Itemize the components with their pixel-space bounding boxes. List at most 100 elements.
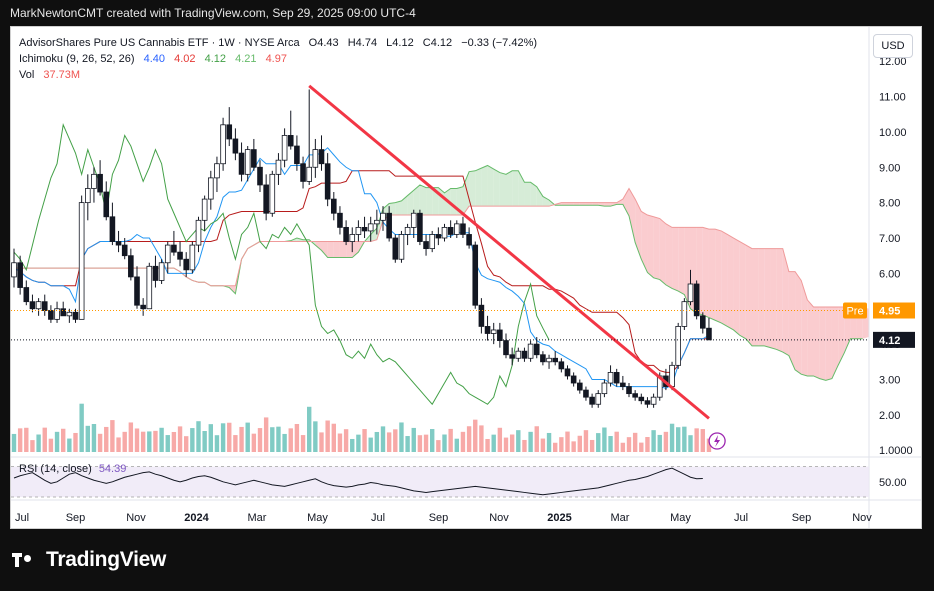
volume-bar — [140, 431, 146, 452]
candle-body — [700, 315, 706, 329]
volume-bar — [479, 425, 484, 452]
ichimoku-cloud-segment — [512, 170, 519, 207]
volume-bar — [386, 432, 392, 452]
volume-bar — [491, 434, 496, 452]
volume-bar — [620, 442, 626, 452]
candle-body — [386, 212, 392, 239]
candle-body — [78, 202, 85, 320]
ichimoku-cloud-segment — [315, 241, 322, 251]
volume-bar — [245, 422, 250, 452]
candle-body — [355, 226, 362, 235]
price-chart[interactable]: 12.0011.0010.009.008.007.006.005.004.003… — [11, 27, 922, 529]
ichimoku-cloud-segment — [530, 182, 537, 207]
ichimoku-cloud-segment — [819, 306, 826, 381]
candle-body — [164, 244, 171, 264]
volume-bar — [682, 426, 687, 452]
volume-bar — [337, 433, 343, 452]
ichimoku-cloud-segment — [499, 172, 506, 207]
volume-bar — [694, 428, 699, 452]
volume-bar — [196, 421, 201, 452]
candle-body — [281, 135, 288, 161]
volume-bar — [559, 437, 564, 452]
pre-badge-label: Pre — [846, 306, 863, 318]
legend-volume-row: Vol 37.73M — [19, 67, 537, 83]
high-value: 4.74 — [355, 37, 378, 49]
time-tick-label: 2024 — [184, 512, 209, 524]
legend-ichimoku-row: Ichimoku (9, 26, 52, 26) 4.40 4.02 4.12 … — [19, 51, 537, 67]
candle-body — [189, 244, 196, 271]
ichimoku-cloud-segment — [665, 223, 673, 289]
candle-body — [115, 241, 122, 246]
ichimoku-cloud-segment — [708, 229, 716, 321]
volume-bar — [85, 425, 90, 452]
ichimoku-cloud-segment — [419, 184, 427, 216]
ichimoku-cloud-segment — [407, 190, 414, 216]
low-label: L — [386, 37, 393, 49]
candle-body — [509, 354, 515, 359]
price-tick-label: 11.00 — [879, 92, 906, 104]
candle-body — [429, 234, 435, 250]
currency-button[interactable]: USD — [873, 34, 913, 58]
header-caption: MarkNewtonCMT created with TradingView.c… — [10, 6, 416, 20]
pre-price-badge — [873, 302, 915, 319]
candle-body — [540, 354, 546, 363]
candle-body — [244, 149, 251, 175]
ichimoku-cloud-segment — [401, 195, 408, 216]
candle-body — [681, 301, 688, 327]
ichimoku-cloud-segment — [795, 271, 802, 375]
ichimoku-cloud-segment — [807, 299, 814, 376]
volume-bar — [36, 434, 41, 452]
ichimoku-cloud-segment — [579, 202, 586, 206]
candle-body — [693, 283, 700, 317]
candle-body — [343, 226, 349, 242]
ichimoku-cloud-segment — [462, 171, 470, 216]
candle-body — [398, 234, 405, 260]
candle-body — [367, 223, 374, 232]
candle-body — [312, 149, 319, 168]
ichimoku-cloud-segment — [370, 228, 377, 242]
candle-body — [521, 350, 528, 359]
candle-body — [503, 340, 509, 356]
price-tick-label: 8.00 — [879, 198, 900, 210]
volume-bar — [91, 424, 97, 452]
candle-body — [226, 124, 233, 140]
candle-body — [287, 135, 294, 147]
volume-bar — [571, 441, 576, 452]
volume-bar — [54, 431, 60, 452]
volume-bar — [17, 428, 23, 452]
candle-body — [171, 244, 177, 253]
volume-bar — [503, 437, 509, 452]
candle-body — [152, 265, 159, 281]
candle-body — [453, 223, 460, 235]
volume-bar — [214, 435, 220, 452]
volume-bar — [208, 424, 213, 452]
volume-bar — [485, 438, 490, 452]
ichimoku-cloud-segment — [721, 230, 728, 327]
volume-bar — [534, 426, 539, 452]
ichimoku-cloud-segment — [653, 216, 660, 280]
volume-bar — [423, 434, 429, 452]
time-tick-label: Nov — [852, 512, 872, 524]
volume-bar — [134, 428, 140, 452]
candle-body — [48, 310, 54, 320]
volume-bar — [331, 423, 336, 452]
candle-body — [269, 173, 276, 214]
volume-bar — [497, 427, 503, 452]
ichimoku-cloud-segment — [733, 238, 740, 336]
candle-body — [417, 212, 423, 242]
volume-bar — [128, 422, 134, 452]
volume-bar — [11, 433, 17, 452]
time-tick-label: Nov — [126, 512, 146, 524]
ichimoku-cloud-segment — [764, 248, 771, 348]
price-tick-label: 9.00 — [879, 162, 900, 174]
candle-body — [527, 343, 534, 359]
brand-name: TradingView — [46, 548, 167, 571]
candle-body — [607, 372, 614, 384]
price-tick-label: 3.00 — [879, 374, 900, 386]
ichimoku-cloud-segment — [450, 188, 457, 216]
candle-body — [546, 357, 552, 363]
volume-bar — [184, 436, 189, 452]
ichimoku-cloud-segment — [475, 168, 482, 207]
ichimoku-cloud-segment — [770, 248, 777, 350]
chart-frame[interactable]: 12.0011.0010.009.008.007.006.005.004.003… — [10, 26, 922, 529]
